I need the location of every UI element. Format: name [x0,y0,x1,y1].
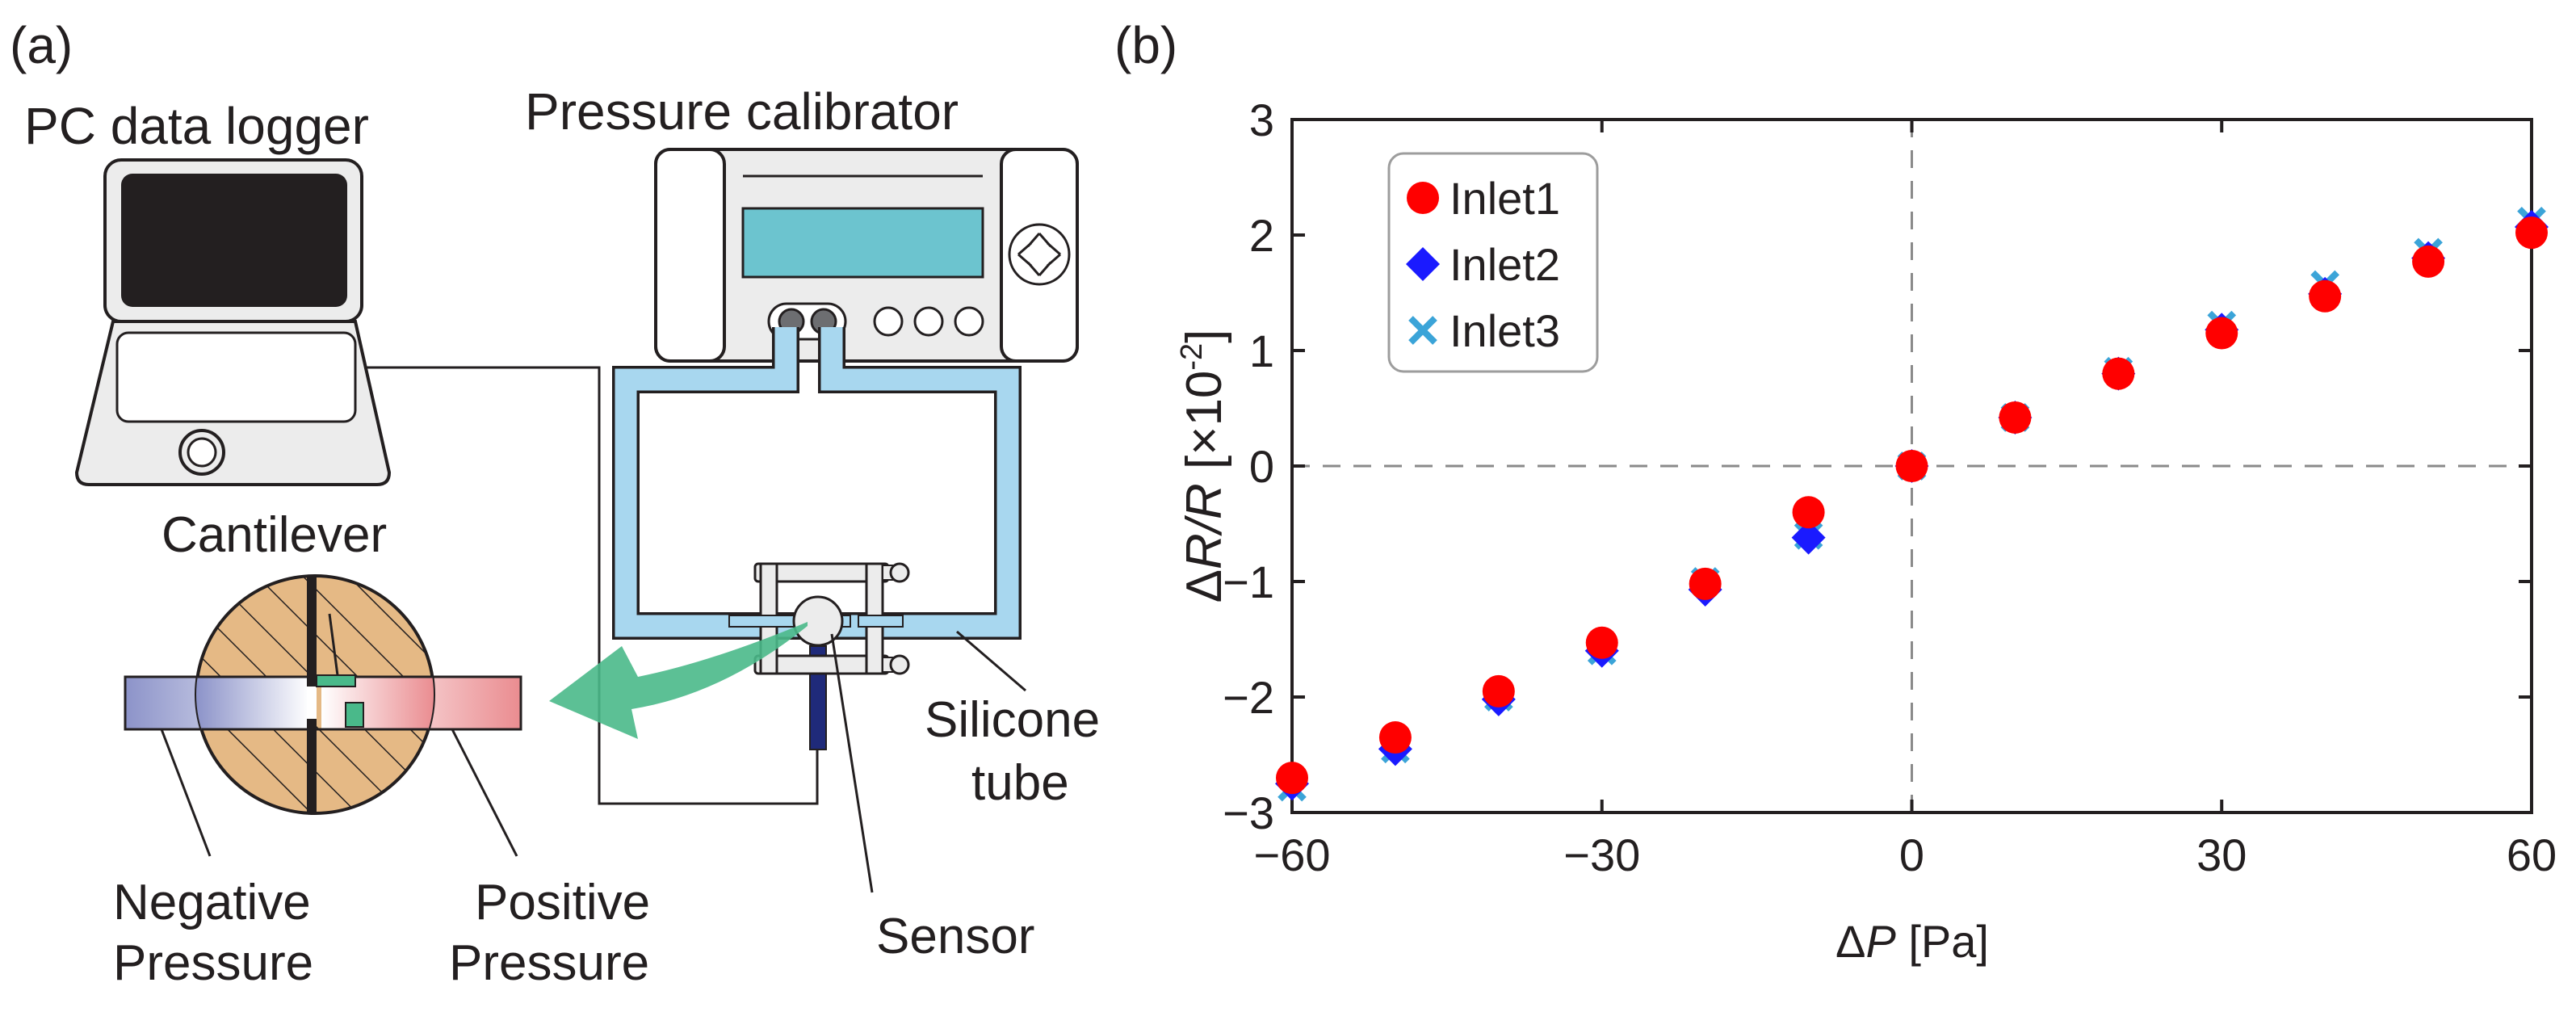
calibrator-display [741,207,984,279]
legend-label-inlet3: Inlet3 [1450,305,1560,356]
legend: Inlet1 Inlet2 Inlet3 [1387,152,1599,373]
legend-marker-inlet1 [1407,182,1439,214]
legend-marker-inlet2 [1406,247,1440,281]
data-point-inlet1 [2102,357,2135,390]
silicone-label-line2: tube [971,755,1069,811]
panel-b-label: (b) [1114,16,1177,74]
calibrator-button-3 [954,306,984,337]
data-point-inlet2 [1791,520,1826,555]
holder-knob-br [889,654,910,675]
data-point-inlet1 [1689,567,1722,600]
sensor-label: Sensor [876,909,1034,964]
cantilever-beam [316,674,356,687]
negative-label-line1: Negative [113,875,311,930]
data-point-inlet1 [2309,279,2342,313]
chip-slit [307,687,317,719]
pc-data-logger-label: PC data logger [24,97,369,155]
sensor-leader [830,633,874,893]
zoom-arrow-icon [549,622,808,739]
x-axis-label: ΔP [Pa] [1836,916,1989,967]
y-tick-label: −2 [1223,672,1274,723]
panel-a-label: (a) [10,16,73,74]
data-point-inlet1 [1895,450,1928,482]
legend-marker-inlet3 [1408,316,1437,345]
x-tick-label: 30 [2196,829,2247,880]
pressure-calibrator-icon [654,148,1079,363]
data-point-inlet1 [1792,496,1825,529]
x-tick-label: −30 [1563,829,1640,880]
axis-ticks: −60 −30 0 30 60 3 2 1 0 −1 −2 −3 [1223,94,2557,880]
laptop-keyboard [115,331,357,423]
data-marks [1275,207,2549,802]
x-tick-label: 60 [2507,829,2557,880]
signal-wires [359,366,819,805]
negative-channel-inside [196,677,309,729]
legend-label-inlet2: Inlet2 [1450,239,1560,290]
cantilever-label: Cantilever [162,507,387,563]
positive-label-line1: Positive [475,875,650,930]
legend-label-inlet1: Inlet1 [1450,173,1560,224]
positive-leader [451,729,518,857]
laptop-trackpad-inner [187,437,217,468]
calibrator-button-1 [873,306,904,337]
x-tick-label: 0 [1899,829,1924,880]
cantilever-leader [328,613,339,676]
y-tick-label: 1 [1249,325,1274,376]
laptop-icon [74,158,392,486]
y-tick-label: −1 [1223,556,1274,607]
legend-box [1387,152,1599,373]
y-tick-label: 0 [1249,441,1274,492]
data-point-inlet1 [1482,674,1515,708]
y-tick-label: 3 [1249,94,1274,145]
data-point-inlet1 [1585,626,1618,659]
y-tick-label: 2 [1249,210,1274,261]
data-point-inlet1 [1378,721,1412,754]
x-tick-label: −60 [1254,829,1331,880]
data-point-inlet1 [2412,245,2445,278]
calibrator-button-2 [913,306,944,337]
holder-inlet-right [858,615,904,628]
calibrator-dial [1008,223,1071,286]
sensor-holder [728,562,910,750]
logger-wire [359,366,819,805]
scatter-chart: −60 −30 0 30 60 3 2 1 0 −1 −2 −3 Inlet1 Inlet2 Inlet3 [1223,94,2557,880]
y-axis-label: ΔR/R [×10-2] [1175,330,1232,603]
data-point-inlet1 [2515,216,2548,250]
pressure-calibrator-label: Pressure calibrator [525,82,959,141]
negative-label-line2: Pressure [113,935,313,991]
sensor-body [792,595,844,647]
data-point-inlet1 [1999,401,2032,434]
laptop-screen [121,174,347,307]
silicone-leader [956,630,1026,692]
silicone-label-line1: Silicone [925,692,1100,748]
positive-label-line2: Pressure [449,935,649,991]
data-point-inlet1 [1276,762,1308,795]
data-point-inlet1 [2205,317,2238,350]
cantilever-base [345,702,364,728]
negative-leader [160,729,212,857]
holder-knob-tr [889,562,910,583]
calibrator-dial-arrows-icon [1017,233,1061,276]
sensor-cross-section [124,574,522,857]
y-tick-label: −3 [1223,787,1274,838]
series-inlet1 [1276,216,2548,795]
calibrator-left-panel [654,148,726,363]
